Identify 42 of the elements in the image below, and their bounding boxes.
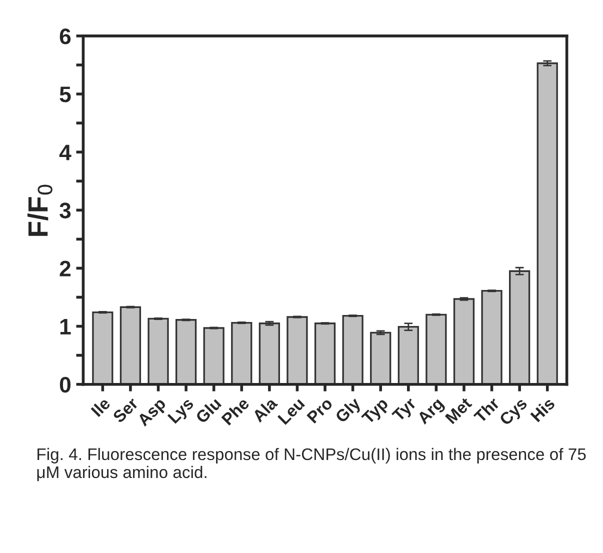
bar (258, 322, 280, 384)
bar (120, 306, 142, 384)
x-tick-label: Lys (167, 397, 197, 426)
y-axis-title: F/F$_{0}$ (27, 184, 52, 236)
x-tick-label: Ala (251, 396, 278, 423)
bar (370, 332, 392, 384)
x-tick-label: Tyr (391, 396, 420, 424)
bar (231, 322, 252, 384)
bar (426, 314, 447, 384)
y-tick-label: 1 (60, 319, 71, 334)
bar (342, 314, 364, 384)
x-tick-label: Glu (194, 396, 222, 424)
y-tick-label: 3 (60, 202, 71, 218)
bar (536, 62, 558, 384)
x-tick-label: Ser (112, 396, 139, 424)
x-tick-label: Phe (220, 396, 250, 426)
y-tick-label: 5 (60, 86, 71, 102)
bar (314, 322, 336, 384)
bar (481, 290, 502, 384)
y-tick-label: 4 (59, 144, 72, 160)
x-tick-label: Ile (90, 396, 111, 418)
bar (92, 312, 114, 384)
x-tick-label: Arg (416, 397, 446, 428)
bar (175, 319, 197, 384)
bar (453, 298, 475, 384)
x-tick-label: Met (444, 396, 472, 424)
x-tick-label: Thr (472, 396, 500, 424)
bar (398, 326, 419, 384)
x-tick-label: Pro (306, 397, 334, 424)
bar (148, 318, 169, 384)
x-tick-label: Asp (136, 397, 169, 430)
bar (203, 327, 224, 384)
y-tick-label: 2 (60, 260, 71, 276)
y-tick-label: 0 (60, 376, 70, 393)
x-tick-label: Typ (361, 397, 392, 428)
x-tick-label: Cys (498, 396, 530, 428)
bar (509, 270, 530, 384)
bar (286, 316, 308, 384)
y-tick-label: 6 (60, 28, 71, 44)
x-tick-label: His (530, 396, 556, 422)
x-tick-label: Leu (277, 397, 306, 425)
caption: Fig. 4. Fluorescence response of N-CNPs/Cu(II) ions in the presence of 75 μM various amino acid. (37, 448, 586, 482)
